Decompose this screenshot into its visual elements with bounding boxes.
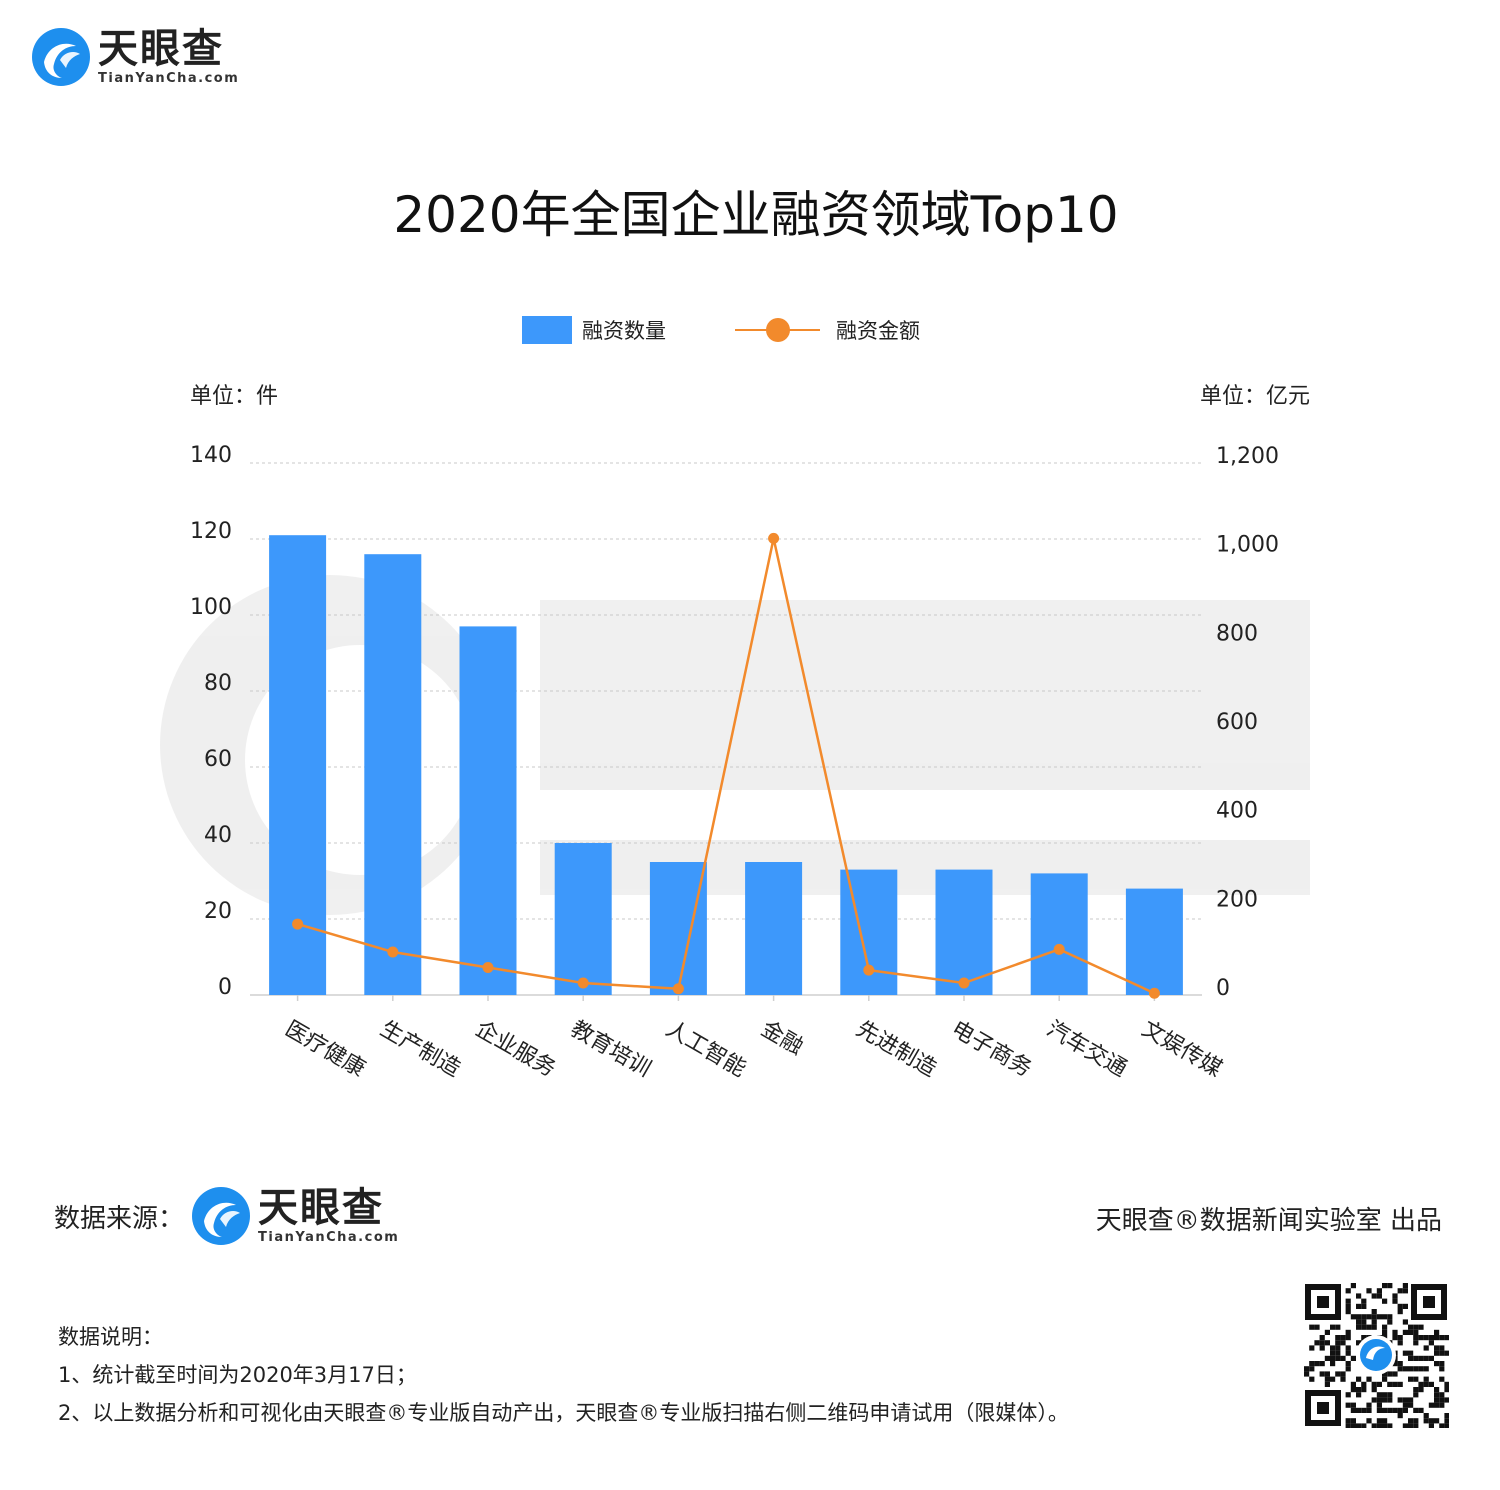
right-tick-label: 600: [1216, 710, 1258, 735]
amount-point: [863, 964, 875, 976]
bar: [269, 535, 327, 995]
producer-credit: 天眼查®数据新闻实验室 出品: [1095, 1206, 1442, 1236]
watermark: [160, 575, 1310, 915]
amount-point: [1053, 943, 1065, 955]
source-logo: 天眼查 TianYanCha.com: [190, 1185, 399, 1247]
bar: [364, 554, 422, 995]
left-tick-label: 100: [190, 595, 232, 620]
amount-point: [672, 983, 684, 995]
brand-name: 天眼查: [258, 1185, 385, 1231]
tianyancha-logo-icon: [192, 1187, 251, 1245]
category-label: 人工智能: [661, 1017, 750, 1083]
bar: [1030, 873, 1088, 995]
right-axis-unit: 单位：亿元: [1200, 384, 1311, 409]
left-tick-label: 60: [204, 747, 232, 772]
bar: [840, 869, 898, 995]
amount-point: [1148, 987, 1160, 999]
tianyancha-logo-icon: [32, 28, 90, 86]
legend-line-marker: [766, 318, 790, 342]
category-label: 电子商务: [947, 1017, 1036, 1083]
category-label: 生产制造: [376, 1017, 465, 1083]
amount-line: [297, 538, 1155, 995]
chart-area: 0 20 40 60 80 100 120 140 0 200 400 600 800 1,000 1,2…: [160, 316, 1310, 1083]
bar: [935, 869, 993, 995]
category-label: 企业服务: [471, 1017, 560, 1083]
left-axis-ticks: 0 20 40 60 80 100 120 140: [190, 443, 232, 1000]
left-tick-label: 80: [204, 671, 232, 696]
note-item: 2、以上数据分析和可视化由天眼查®专业版自动产出，天眼查®专业版扫描右侧二维码申…: [58, 1401, 1069, 1425]
notes-title: 数据说明：: [58, 1325, 163, 1349]
category-labels: 医疗健康 生产制造 企业服务 教育培训 人工智能 金融 先进制造 电子商务 汽车交通 文娱传媒: [281, 1017, 1227, 1083]
brand-domain: TianYanCha.com: [258, 1230, 400, 1245]
right-tick-label: 400: [1216, 799, 1258, 824]
bar: [459, 626, 517, 995]
left-tick-label: 40: [204, 823, 232, 848]
brand-name: 天眼查: [98, 26, 224, 72]
chart-title: 2020年全国企业融资领域Top10: [393, 186, 1119, 244]
left-tick-label: 120: [190, 519, 232, 544]
right-tick-label: 1,200: [1216, 444, 1279, 469]
legend-bar-label: 融资数量: [582, 319, 666, 343]
left-tick-label: 140: [190, 443, 232, 468]
amount-point: [768, 532, 780, 544]
header-logo: 天眼查 TianYanCha.com: [30, 26, 239, 88]
amount-point: [577, 977, 589, 989]
category-label: 金融: [757, 1017, 808, 1061]
brand-domain: TianYanCha.com: [98, 71, 240, 86]
data-notes: 数据说明： 1、统计截至时间为2020年3月17日； 2、以上数据分析和可视化由…: [58, 1318, 1069, 1432]
qr-code-icon[interactable]: [1303, 1282, 1449, 1428]
right-tick-label: 200: [1216, 887, 1258, 912]
bar: [649, 862, 707, 995]
category-label: 汽车交通: [1042, 1017, 1131, 1083]
legend-line-label: 融资金额: [836, 319, 920, 343]
bar-series: [269, 535, 1183, 995]
amount-point: [958, 977, 970, 989]
note-item: 1、统计截至时间为2020年3月17日；: [58, 1363, 417, 1387]
category-label: 医疗健康: [281, 1017, 370, 1083]
category-label: 文娱传媒: [1137, 1017, 1226, 1083]
category-label: 教育培训: [566, 1017, 655, 1083]
bar: [745, 862, 803, 995]
right-tick-label: 0: [1216, 976, 1230, 1001]
right-tick-label: 1,000: [1216, 533, 1279, 558]
left-tick-label: 0: [218, 975, 232, 1000]
left-axis-unit: 单位：件: [190, 384, 279, 409]
amount-point: [292, 918, 304, 930]
amount-point: [387, 946, 399, 958]
bar: [1125, 888, 1183, 995]
right-tick-label: 800: [1216, 621, 1258, 646]
line-series: [292, 532, 1160, 999]
amount-point: [482, 962, 494, 974]
category-label: 先进制造: [852, 1017, 941, 1083]
legend-bar-swatch: [522, 316, 572, 344]
legend: 融资数量 融资金额: [522, 316, 920, 344]
bar: [554, 843, 612, 995]
left-tick-label: 20: [204, 899, 232, 924]
data-source: 数据来源： 天眼查 TianYanCha.com: [54, 1185, 399, 1247]
right-axis-ticks: 0 200 400 600 800 1,000 1,200: [1216, 444, 1279, 1001]
source-label: 数据来源：: [54, 1203, 185, 1234]
